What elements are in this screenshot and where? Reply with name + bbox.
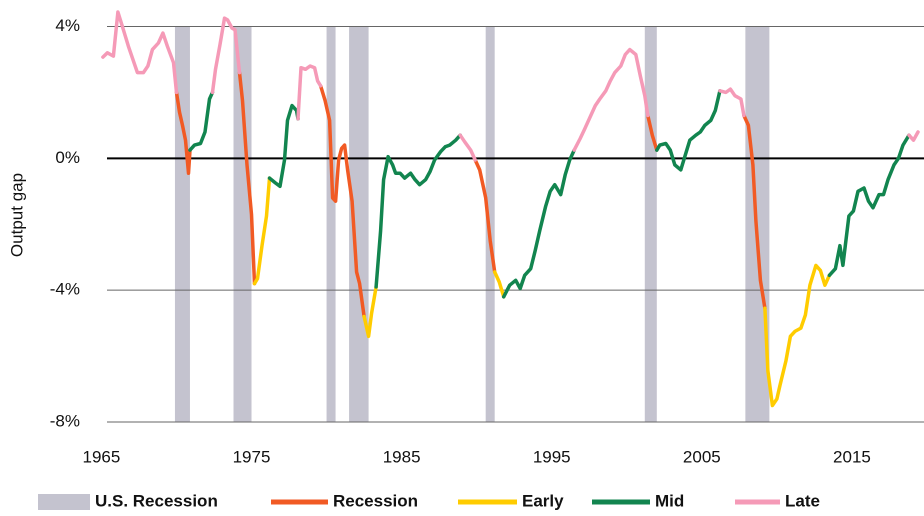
x-tick-label: 1985 [383,447,421,466]
x-tick-label: 2015 [833,447,871,466]
y-axis-label: Output gap [7,173,26,257]
legend-label: Late [785,491,820,510]
recession-band [326,26,336,422]
legend-label: Early [522,491,564,510]
legend-label: Mid [655,491,684,510]
recession-band [233,26,252,422]
series-line [101,10,920,162]
x-tick-label: 1965 [82,447,120,466]
series-line [188,89,911,299]
y-tick-label: 0% [55,148,80,167]
legend-label: Recession [333,491,418,510]
y-tick-label: -8% [50,411,80,430]
recession-band [644,26,657,422]
series-line [252,176,832,408]
y-tick-label: 4% [55,16,80,35]
series-line [174,70,767,319]
legend-swatch [38,494,90,510]
y-tick-label: -4% [50,280,80,299]
legend-label: U.S. Recession [95,491,218,510]
x-tick-label: 1975 [233,447,271,466]
recession-band [174,26,190,422]
recession-band [349,26,369,422]
x-tick-label: 1995 [533,447,571,466]
x-tick-label: 2005 [683,447,721,466]
